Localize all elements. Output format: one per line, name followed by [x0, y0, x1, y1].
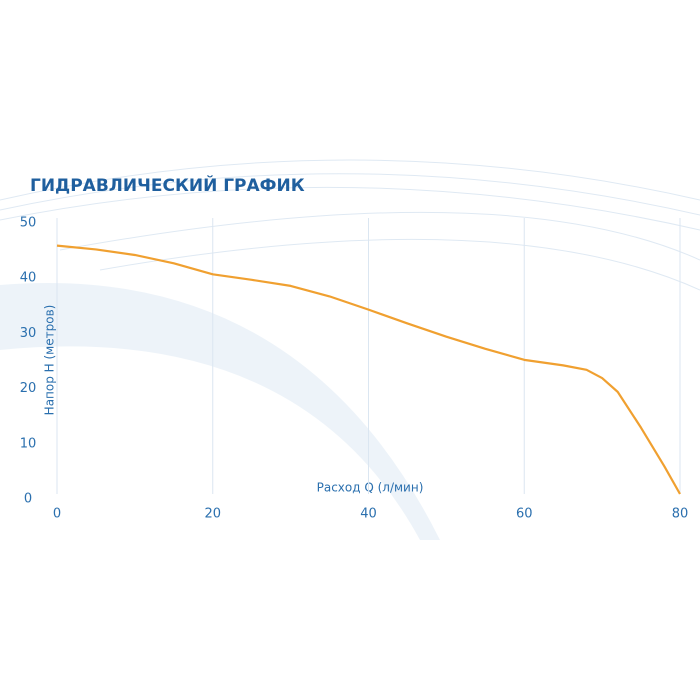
chart-title: ГИДРАВЛИЧЕСКИЙ ГРАФИК [30, 174, 305, 196]
background-decoration [0, 159, 700, 291]
y-axis-label: Напор Н (метров) [43, 305, 57, 416]
x-tick-label: 20 [204, 507, 221, 522]
line [56, 244, 681, 495]
y-tick-label: 50 [20, 216, 37, 231]
x-tick-label: 80 [672, 507, 689, 522]
background-swoosh [0, 282, 440, 540]
y-tick-label: 40 [20, 271, 37, 286]
y-tick-label: 20 [20, 381, 37, 396]
x-tick-label: 60 [516, 507, 533, 522]
x-axis-label: Расход Q (л/мин) [317, 481, 424, 495]
x-tick-label: 0 [53, 507, 61, 522]
x-tick-label: 40 [360, 507, 377, 522]
y-tick-label: 10 [20, 436, 37, 451]
y-tick-label: 0 [24, 492, 32, 507]
y-tick-label: 30 [20, 326, 37, 341]
